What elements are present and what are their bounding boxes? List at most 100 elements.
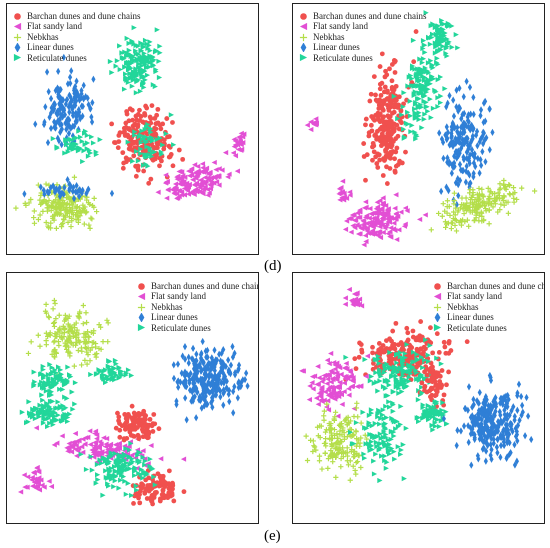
legend-label: Linear dunes [313, 42, 360, 53]
cluster-barchan [343, 319, 470, 383]
legend-marker-icon [13, 54, 22, 62]
cluster-nebkhas [303, 400, 370, 483]
legend-marker-icon [433, 293, 442, 301]
legend-label: Linear dunes [151, 312, 198, 323]
legend-label: Flat sandy land [313, 21, 368, 32]
cluster-reticulate [31, 361, 79, 412]
legend-entry: Linear dunes [137, 312, 258, 323]
legend-marker-icon [137, 303, 146, 311]
legend-marker-icon [433, 324, 442, 332]
legend-marker-icon [14, 42, 21, 52]
legend-entry: Barchan dunes and dune chains [299, 11, 426, 21]
legend-marker-icon [13, 23, 22, 31]
legend-marker-icon [434, 312, 441, 322]
legend-label: Nebkhas [313, 31, 345, 42]
legend-label: Linear dunes [27, 42, 74, 53]
scatter-plot-bottom-right [299, 286, 534, 484]
scatter-plot-bottom-left [17, 297, 250, 507]
cluster-nebkhas [13, 174, 100, 231]
legend-label: Nebkhas [447, 301, 479, 312]
legend-entry: Nebkhas [137, 301, 258, 312]
legend-entry: Linear dunes [299, 42, 426, 52]
cluster-linear [33, 53, 96, 149]
cluster-flat [17, 464, 55, 495]
cluster-flat [342, 192, 428, 248]
legend-label: Reticulate dunes [27, 52, 87, 63]
legend-entry: Linear dunes [433, 312, 544, 323]
legend-entry: Reticulate dunes [13, 53, 140, 63]
legend-entry: Flat sandy land [433, 291, 544, 302]
legend-marker-icon [433, 303, 442, 311]
legend-bottom-left: Barchan dunes and dune chains Flat sandy … [137, 281, 259, 333]
legend-label: Linear dunes [447, 312, 494, 323]
legend-entry: Nebkhas [299, 32, 426, 42]
legend-marker-icon [300, 12, 307, 20]
legend-marker-icon [137, 324, 146, 332]
scatter-plot-top-left [13, 25, 247, 231]
cluster-reticulate [107, 25, 163, 96]
legend-marker-icon [137, 293, 146, 301]
cluster-reticulate [347, 393, 420, 484]
cluster-barchan [361, 29, 419, 186]
cluster-nebkhas [25, 297, 111, 378]
legend-label: Flat sandy land [151, 291, 206, 302]
legend-marker-icon [300, 42, 307, 52]
cluster-linear [441, 371, 534, 469]
legend-marker-icon [138, 282, 145, 290]
legend-entry: Flat sandy land [13, 21, 140, 31]
cluster-flat [304, 116, 319, 133]
legend-entry: Reticulate dunes [137, 322, 258, 333]
legend-marker-icon [138, 312, 145, 322]
legend-label: Nebkhas [151, 301, 183, 312]
legend-entry: Linear dunes [13, 42, 140, 52]
cluster-reticulate [416, 390, 450, 433]
legend-marker-icon [14, 12, 21, 20]
legend-entry: Flat sandy land [137, 291, 258, 302]
tsne-panel-top-left: Barchan dunes and dune chains Flat sandy … [6, 3, 259, 255]
legend-entry: Reticulate dunes [299, 53, 426, 63]
legend-entry: Flat sandy land [299, 21, 426, 31]
legend-label: Reticulate dunes [313, 52, 373, 63]
legend-entry: Reticulate dunes [433, 322, 544, 333]
panel-label-e: (e) [264, 528, 281, 544]
cluster-barchan [113, 403, 162, 443]
legend-top-right: Barchan dunes and dune chains Flat sandy … [299, 11, 426, 63]
cluster-reticulate [19, 395, 78, 430]
legend-marker-icon [299, 23, 308, 31]
legend-label: Reticulate dunes [447, 322, 507, 333]
cluster-linear [437, 77, 495, 209]
legend-label: Barchan dunes and dune chains [151, 281, 259, 291]
legend-top-left: Barchan dunes and dune chains Flat sandy … [13, 11, 140, 63]
legend-entry: Nebkhas [433, 301, 544, 312]
cluster-linear [171, 337, 250, 424]
cluster-linear [22, 176, 115, 203]
legend-marker-icon [299, 33, 308, 41]
legend-marker-icon [434, 282, 441, 290]
legend-label: Flat sandy land [447, 291, 502, 302]
cluster-flat [336, 178, 353, 203]
legend-label: Barchan dunes and dune chains [313, 11, 427, 21]
legend-marker-icon [299, 54, 308, 62]
panel-label-d: (d) [264, 258, 282, 274]
cluster-flat [155, 159, 240, 202]
legend-entry: Nebkhas [13, 32, 140, 42]
legend-label: Flat sandy land [27, 21, 82, 32]
cluster-reticulate [50, 128, 103, 165]
cluster-flat [222, 130, 247, 159]
legend-label: Nebkhas [27, 31, 59, 42]
legend-entry: Barchan dunes and dune chains [137, 281, 259, 291]
cluster-reticulate [125, 112, 177, 169]
legend-label: Reticulate dunes [151, 322, 211, 333]
scatter-plot-top-right [304, 10, 538, 248]
cluster-flat [342, 286, 365, 309]
legend-entry: Barchan dunes and dune chains [433, 281, 544, 291]
cluster-flat [299, 350, 371, 419]
cluster-reticulate [88, 357, 135, 386]
tsne-panel-top-right: Barchan dunes and dune chains Flat sandy … [292, 3, 545, 255]
legend-label: Barchan dunes and dune chains [447, 281, 544, 291]
tsne-panel-bottom-left: Barchan dunes and dune chains Flat sandy … [6, 272, 259, 524]
legend-entry: Barchan dunes and dune chains [13, 11, 140, 21]
cluster-reticulate [426, 17, 461, 55]
